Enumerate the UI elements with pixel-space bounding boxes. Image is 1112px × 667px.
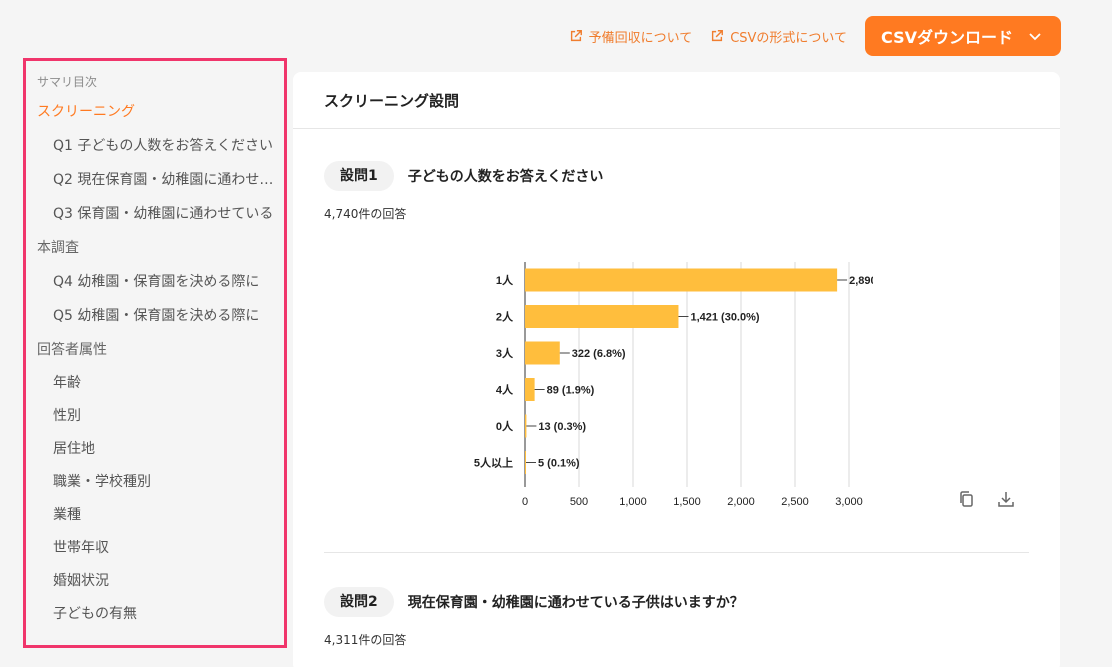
category-label: 1人 xyxy=(496,273,514,287)
category-label: 0人 xyxy=(496,419,514,433)
question-text: 子どもの人数をお答えください xyxy=(407,169,604,185)
sidebar-section-respondent-attributes[interactable]: 回答者属性 xyxy=(37,342,107,358)
x-tick-label: 2,000 xyxy=(727,496,755,508)
sidebar-item-industry[interactable]: 業種 xyxy=(53,507,81,523)
sidebar-item-occupation[interactable]: 職業・学校種別 xyxy=(53,474,151,490)
category-label: 3人 xyxy=(496,346,514,360)
data-label: 13 (0.3%) xyxy=(538,421,586,433)
category-label: 5人以上 xyxy=(474,456,513,470)
copy-icon[interactable] xyxy=(957,490,975,508)
sidebar-item-q5[interactable]: Q5 幼稚園・保育園を決める際に xyxy=(53,308,260,324)
bar-chart-svg: 0 500 1,000 1,500 2,000 2,500 3,000 1人 2,890 (61… xyxy=(474,262,919,508)
sidebar-item-q3[interactable]: Q3 保育園・幼稚園に通わせている xyxy=(53,206,274,222)
question-badge: 設問2 xyxy=(324,587,394,617)
reserve-collection-link[interactable]: 予備回収について xyxy=(569,27,693,46)
x-tick-label: 500 xyxy=(570,496,588,508)
x-tick-label: 1,000 xyxy=(619,496,647,508)
bar xyxy=(525,268,838,292)
sidebar-item-children[interactable]: 子どもの有無 xyxy=(53,606,137,622)
category-label: 4人 xyxy=(496,383,514,397)
question-2: 設問2 現在保育園・幼稚園に通わせている子供はいますか？ 4,311件の回答 xyxy=(324,587,744,648)
sidebar-item-q1[interactable]: Q1 子どもの人数をお答えください xyxy=(53,138,273,154)
sidebar-item-age[interactable]: 年齢 xyxy=(53,375,81,391)
toc-heading: サマリ目次 xyxy=(37,75,98,89)
download-icon[interactable] xyxy=(997,490,1015,508)
chart-tools xyxy=(957,490,1015,508)
x-tick-label: 1,500 xyxy=(673,496,701,508)
top-toolbar: 予備回収について CSVの形式について CSVダウンロード xyxy=(569,16,1061,56)
sidebar-item-household-income[interactable]: 世帯年収 xyxy=(53,540,109,556)
bar xyxy=(525,451,526,474)
sidebar-item-gender[interactable]: 性別 xyxy=(53,408,81,424)
data-label: 89 (1.9%) xyxy=(547,385,595,397)
sidebar-section-screening[interactable]: スクリーニング xyxy=(37,104,135,120)
summary-toc-sidebar: サマリ目次 スクリーニング Q1 子どもの人数をお答えください Q2 現在保育園… xyxy=(23,58,287,648)
bar xyxy=(525,378,535,401)
bar xyxy=(525,414,527,438)
sidebar-item-marital-status[interactable]: 婚姻状況 xyxy=(53,573,109,589)
x-tick-label: 3,000 xyxy=(835,496,863,508)
data-label: 1,421 (30.0%) xyxy=(690,312,759,324)
q1-bar-chart: 0 500 1,000 1,500 2,000 2,500 3,000 1人 2,890 (61… xyxy=(453,262,919,516)
screening-card: スクリーニング設問 設問1 子どもの人数をお答えください 4,740件の回答 0… xyxy=(293,72,1060,667)
sidebar-section-main-survey[interactable]: 本調査 xyxy=(37,240,79,256)
data-label: 322 (6.8%) xyxy=(572,348,626,360)
category-label: 2人 xyxy=(496,310,514,324)
sidebar-item-residence[interactable]: 居住地 xyxy=(53,441,95,457)
card-header: スクリーニング設問 xyxy=(293,72,1060,129)
chevron-down-icon xyxy=(1029,33,1041,41)
csv-download-label: CSVダウンロード xyxy=(881,28,1013,47)
response-count: 4,311件の回答 xyxy=(324,633,407,647)
external-link-icon xyxy=(570,30,582,42)
x-tick-label: 2,500 xyxy=(781,496,809,508)
data-label: 5 (0.1%) xyxy=(538,458,580,470)
response-count: 4,740件の回答 xyxy=(324,207,407,221)
section-title: スクリーニング設問 xyxy=(324,91,460,110)
x-tick-label: 0 xyxy=(522,496,528,508)
sidebar-item-q2[interactable]: Q2 現在保育園・幼稚園に通わせている子供はいますか？ xyxy=(53,172,277,188)
question-1: 設問1 子どもの人数をお答えください 4,740件の回答 xyxy=(324,161,603,222)
data-label: 2,890 (61.0%) xyxy=(849,275,873,287)
section-divider xyxy=(324,552,1029,553)
question-text: 現在保育園・幼稚園に通わせている子供はいますか？ xyxy=(407,595,744,611)
bar xyxy=(525,341,560,365)
csv-download-button[interactable]: CSVダウンロード xyxy=(865,16,1061,56)
question-badge: 設問1 xyxy=(324,161,394,191)
bar xyxy=(525,305,679,328)
sidebar-item-q4[interactable]: Q4 幼稚園・保育園を決める際に xyxy=(53,274,260,290)
reserve-collection-label: 予備回収について xyxy=(588,30,693,46)
csv-format-label: CSVの形式について xyxy=(730,30,848,46)
csv-format-link[interactable]: CSVの形式について xyxy=(710,27,847,46)
external-link-icon xyxy=(712,30,724,42)
